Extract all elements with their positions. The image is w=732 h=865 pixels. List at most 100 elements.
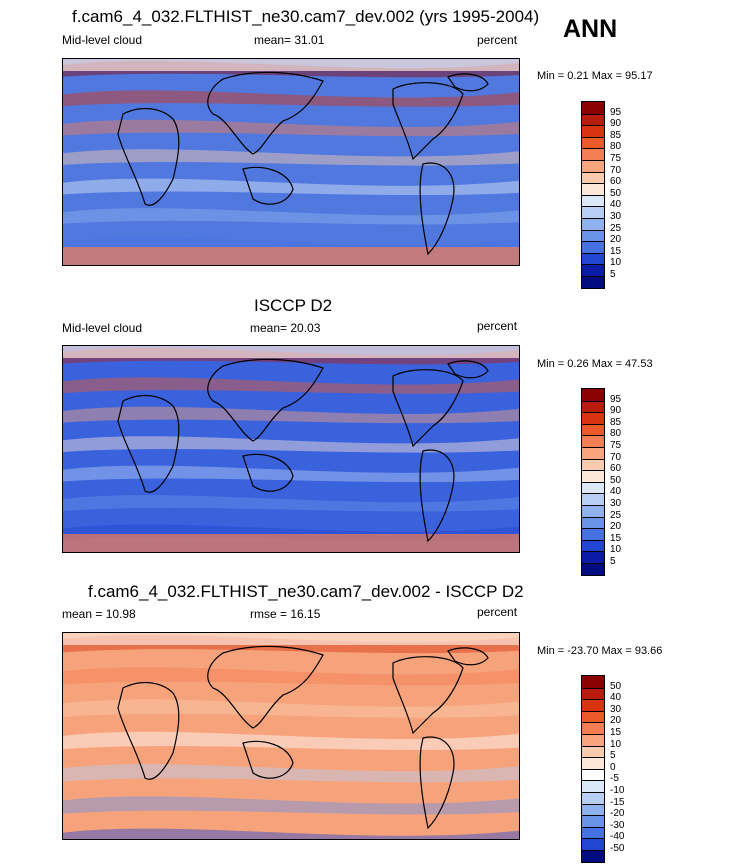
colorbar-swatch [582, 710, 604, 723]
panel3-units: percent [477, 605, 518, 619]
map-field-north [63, 59, 519, 71]
panel1-mean: mean= 31.01 [254, 33, 325, 47]
panel3-colorbar [581, 675, 605, 863]
colorbar-level-label: 0 [610, 761, 616, 773]
map-field-band [63, 178, 519, 196]
colorbar-swatch [582, 102, 604, 114]
panel2-minmax: Min = 0.26 Max = 47.53 [537, 358, 653, 370]
colorbar-swatch [582, 241, 604, 253]
map-field-band [63, 495, 519, 512]
colorbar-swatch [582, 504, 604, 517]
map-field-band [63, 764, 519, 783]
map-coastline [419, 736, 455, 830]
map-coastline [447, 647, 489, 666]
map-coastline [207, 645, 324, 729]
colorbar-level-label: 5 [610, 269, 616, 280]
colorbar-level-label: 25 [610, 509, 622, 521]
colorbar-level-label: 80 [610, 141, 622, 153]
colorbar-swatch [582, 389, 604, 401]
colorbar-swatch [582, 423, 604, 436]
panel3-map [62, 632, 520, 840]
map-coastline [207, 71, 324, 155]
map-coastline [419, 449, 455, 543]
colorbar-swatch [582, 826, 604, 839]
panel1-title: f.cam6_4_032.FLTHIST_ne30.cam7_dev.002 (… [72, 7, 540, 26]
colorbar-level-label: -5 [610, 773, 619, 785]
colorbar-level-label: 10 [610, 257, 622, 269]
colorbar-swatch [582, 676, 604, 688]
colorbar-swatch [582, 113, 604, 126]
map-field-south [63, 534, 519, 552]
colorbar-level-label: 95 [610, 106, 622, 118]
colorbar-level-label: 85 [610, 129, 622, 141]
map-field-band [63, 406, 519, 424]
panel2-units: percent [477, 319, 518, 333]
colorbar-swatch [582, 539, 604, 552]
map-coastline [392, 82, 464, 161]
panel1-map-svg [63, 59, 519, 265]
colorbar-swatch [582, 528, 604, 540]
map-field-band [63, 667, 519, 686]
panel1-map [62, 58, 520, 266]
colorbar-level-label: 5 [610, 750, 616, 762]
map-coastline [447, 360, 489, 379]
colorbar-swatch [582, 849, 604, 862]
colorbar-level-label: 60 [610, 463, 622, 475]
colorbar-swatch [582, 745, 604, 758]
colorbar-swatch [582, 206, 604, 218]
map-field-band [63, 465, 519, 483]
colorbar-swatch [582, 446, 604, 459]
map-coastline [392, 656, 464, 735]
colorbar-swatch [582, 400, 604, 413]
map-coastline [419, 162, 455, 256]
season-label: ANN [563, 15, 618, 43]
colorbar-swatch [582, 516, 604, 529]
colorbar-swatch [582, 159, 604, 172]
colorbar-level-label: 20 [610, 521, 622, 533]
panel1-colorbar [581, 101, 605, 289]
colorbar-level-label: 10 [610, 738, 622, 750]
colorbar-level-label: 30 [610, 211, 622, 222]
panel2-colorbar [581, 388, 605, 576]
colorbar-swatch [582, 183, 604, 195]
colorbar-level-label: 80 [610, 428, 622, 440]
colorbar-swatch [582, 194, 604, 207]
colorbar-level-label: 20 [610, 234, 622, 246]
panel3-rmse: rmse = 16.15 [250, 607, 321, 621]
colorbar-swatch [582, 722, 604, 734]
colorbar-swatch [582, 791, 604, 804]
map-field-band [63, 119, 519, 137]
map-field-south [63, 247, 519, 265]
colorbar-swatch [582, 125, 604, 137]
map-coastline [242, 166, 294, 205]
colorbar-swatch [582, 803, 604, 816]
colorbar-level-label: 75 [610, 153, 622, 164]
colorbar-level-label: -15 [610, 796, 625, 808]
colorbar-swatch [582, 171, 604, 184]
colorbar-level-label: 40 [610, 199, 622, 211]
colorbar-swatch [582, 217, 604, 230]
map-field-band [63, 90, 519, 107]
colorbar-level-label: 40 [610, 692, 622, 704]
colorbar-level-label: 90 [610, 405, 622, 417]
colorbar-level-label: 50 [610, 187, 622, 199]
map-field-band [63, 828, 519, 839]
colorbar-level-label: 95 [610, 393, 622, 405]
colorbar-level-label: 90 [610, 118, 622, 130]
colorbar-level-label: 85 [610, 416, 622, 428]
map-field-north [63, 633, 519, 645]
colorbar-level-label: 15 [610, 532, 622, 544]
map-coastline [242, 740, 294, 779]
colorbar-level-label: 70 [610, 451, 622, 463]
colorbar-level-label: -10 [610, 785, 625, 796]
colorbar-swatch [582, 757, 604, 769]
colorbar-swatch [582, 148, 604, 160]
map-coastline [117, 107, 180, 206]
colorbar-swatch [582, 699, 604, 711]
colorbar-swatch [582, 768, 604, 781]
colorbar-swatch [582, 838, 604, 850]
colorbar-swatch [582, 435, 604, 447]
colorbar-level-label: 70 [610, 164, 622, 176]
colorbar-level-label: 15 [610, 245, 622, 257]
colorbar-level-label: 10 [610, 544, 622, 556]
